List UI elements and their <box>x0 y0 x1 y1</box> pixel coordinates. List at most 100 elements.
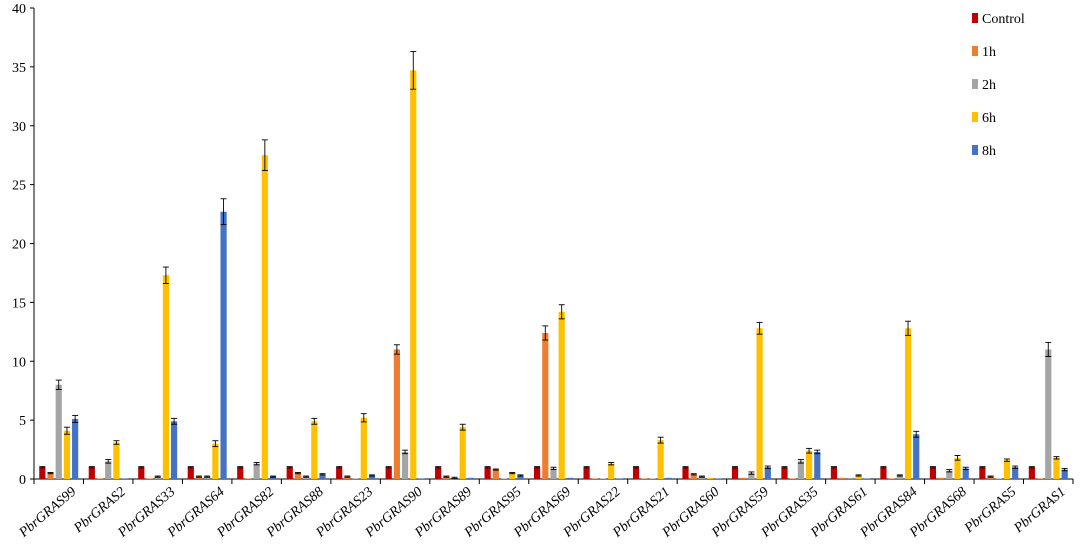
bar <box>789 478 796 479</box>
bar <box>352 478 359 479</box>
bar <box>204 476 211 479</box>
bar <box>303 476 310 479</box>
bar <box>195 476 203 479</box>
bar <box>863 478 870 479</box>
legend-label: 8h <box>982 144 996 159</box>
bar <box>170 421 178 479</box>
bar <box>113 442 120 479</box>
bar <box>542 332 549 479</box>
bar <box>138 467 145 479</box>
x-tick-label: PbrGRAS1 <box>1011 485 1069 537</box>
y-tick-label: 40 <box>12 2 26 17</box>
bar <box>616 478 623 479</box>
bar <box>253 463 260 479</box>
bar <box>401 451 409 479</box>
bar <box>220 211 227 479</box>
bar <box>1053 457 1060 479</box>
bars <box>39 51 1068 479</box>
y-tick-label: 10 <box>12 355 26 370</box>
y-tick-label: 25 <box>12 179 26 194</box>
bar <box>88 467 95 479</box>
bar <box>1003 460 1011 479</box>
y-axis: 0 5 10 15 20 25 30 35 40 <box>12 2 35 488</box>
bar <box>1012 467 1019 479</box>
bar <box>954 457 961 479</box>
bar <box>690 474 697 479</box>
legend-swatch <box>972 46 978 56</box>
bar <box>913 434 920 479</box>
bar <box>781 467 788 479</box>
bar <box>748 473 755 479</box>
x-tick-label: PbrGRAS5 <box>961 485 1019 537</box>
bar <box>814 451 821 479</box>
bar <box>583 467 590 479</box>
bar <box>418 478 425 479</box>
bar <box>641 478 648 479</box>
bar <box>608 463 615 479</box>
bar <box>707 477 714 479</box>
bar <box>286 467 293 479</box>
y-tick-label: 5 <box>19 414 26 429</box>
bar <box>385 467 392 479</box>
bar <box>740 477 747 479</box>
bar <box>237 467 244 479</box>
bar <box>368 475 376 479</box>
legend-swatch <box>972 79 978 89</box>
bar <box>566 477 573 479</box>
bar <box>1028 467 1035 479</box>
bar <box>756 328 763 479</box>
bar <box>435 467 442 479</box>
bar <box>682 467 689 479</box>
bar <box>649 478 656 479</box>
bar <box>599 478 607 479</box>
bar <box>509 473 516 479</box>
bar <box>459 427 466 479</box>
bar <box>484 467 491 479</box>
legend-swatch <box>972 145 978 155</box>
legend-label: Control <box>982 12 1025 27</box>
x-tick-label: PbrGRAS99 <box>16 485 79 542</box>
bar <box>55 384 62 479</box>
bar <box>904 328 912 479</box>
bar <box>311 421 318 479</box>
bar <box>154 476 161 479</box>
bar <box>212 443 219 479</box>
bar <box>1061 469 1068 479</box>
bar <box>715 478 722 479</box>
bar <box>517 475 524 479</box>
legend-label: 1h <box>982 45 996 60</box>
bar <box>245 478 252 479</box>
bar <box>962 468 969 479</box>
bar <box>187 467 194 479</box>
bar <box>847 477 854 479</box>
bar <box>550 468 557 479</box>
x-axis: PbrGRAS99PbrGRAS2PbrGRAS33PbrGRAS64PbrGR… <box>16 478 1074 542</box>
bar <box>393 349 400 479</box>
bar <box>995 478 1002 479</box>
bar <box>146 478 153 479</box>
bar <box>880 467 887 479</box>
bar <box>261 155 268 479</box>
bar <box>294 473 302 479</box>
bar <box>830 467 838 479</box>
bar <box>410 70 417 479</box>
bar <box>492 469 499 479</box>
bar <box>797 461 804 479</box>
bar <box>336 467 343 479</box>
bar <box>764 467 771 479</box>
bar <box>591 478 598 479</box>
y-tick-label: 30 <box>12 120 26 135</box>
bar <box>665 477 672 479</box>
bar <box>929 467 937 479</box>
bar <box>162 275 169 479</box>
bar <box>72 418 79 479</box>
bar <box>938 477 945 479</box>
bar <box>839 477 846 479</box>
legend-swatch <box>972 112 978 122</box>
bar <box>63 430 71 479</box>
bar <box>888 478 895 479</box>
bar <box>319 474 326 479</box>
bar <box>344 476 351 479</box>
bar <box>855 475 862 479</box>
